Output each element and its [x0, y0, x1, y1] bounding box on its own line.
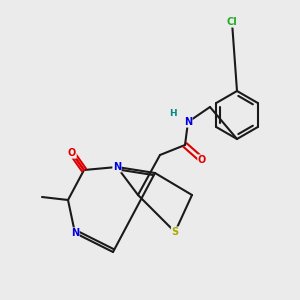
Text: Cl: Cl — [226, 17, 237, 27]
Text: O: O — [198, 155, 206, 165]
Text: N: N — [184, 117, 192, 127]
Text: O: O — [68, 148, 76, 158]
Text: H: H — [169, 109, 177, 118]
Text: N: N — [71, 228, 79, 238]
Text: S: S — [171, 227, 178, 237]
Text: N: N — [113, 162, 121, 172]
